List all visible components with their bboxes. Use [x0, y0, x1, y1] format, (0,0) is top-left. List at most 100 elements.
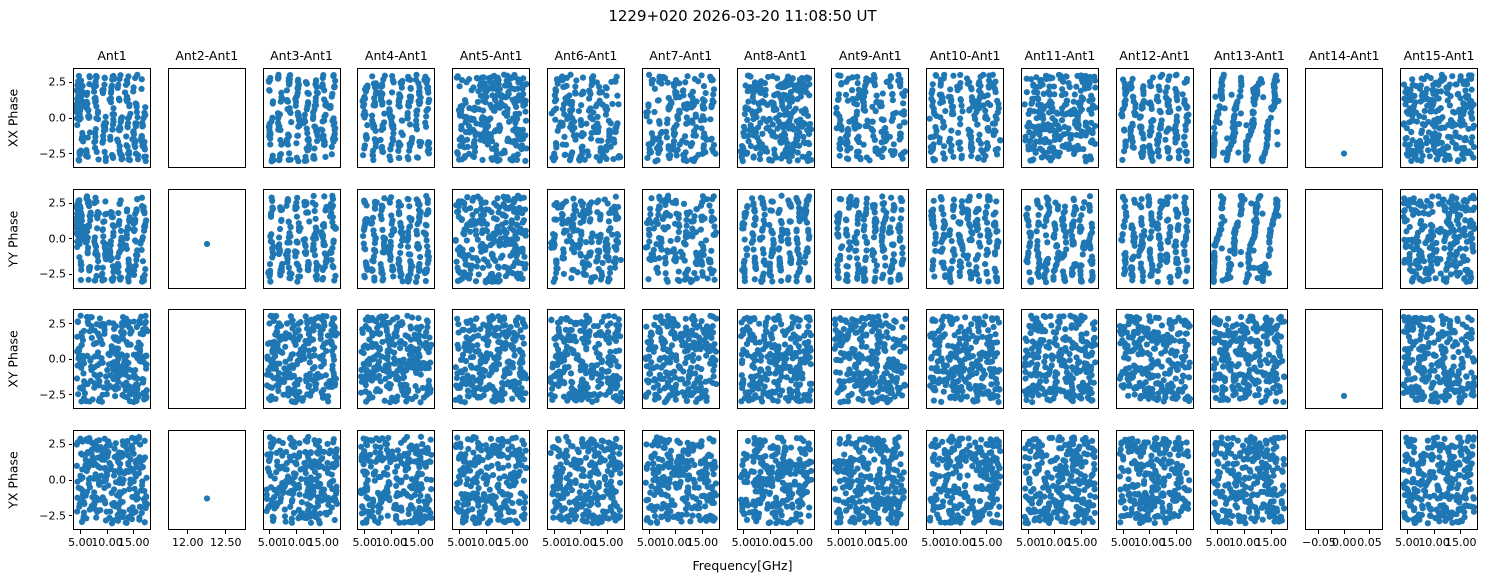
x-tick-label: 5.00: [68, 536, 93, 549]
col-title: Ant4-Ant1: [364, 48, 428, 63]
subplot-panel: [167, 68, 246, 168]
x-tick-label: 10.00: [470, 536, 502, 549]
scatter-canvas: [1306, 189, 1383, 288]
scatter-canvas: [358, 189, 435, 288]
scatter-canvas: [1306, 431, 1383, 529]
x-tick-label: 15.00: [497, 536, 529, 549]
y-tick-label: 2.5: [48, 317, 67, 331]
scatter-canvas: [74, 310, 150, 409]
x-tick-label: −0.05: [1302, 536, 1336, 549]
y-tick-mark: [68, 81, 72, 83]
x-tick-label: 10.00: [1133, 536, 1166, 549]
x-tick-label: 12.50: [210, 536, 242, 549]
row-label: YY Phase: [5, 210, 21, 267]
scatter-canvas: [1401, 431, 1477, 529]
y-tick-label: −2.5: [39, 267, 66, 281]
x-tick-mark: [701, 530, 703, 534]
subplot-panel: [1115, 68, 1194, 168]
col-title: Ant6-Ant1: [554, 48, 618, 63]
subplot-panel: [73, 309, 151, 410]
col-title: Ant13-Ant1: [1214, 48, 1285, 63]
scatter-canvas: [358, 69, 435, 167]
scatter-canvas: [1401, 310, 1477, 409]
x-tick-label: 10.00: [1418, 536, 1450, 549]
subplot-panel: [357, 309, 436, 410]
subplot-panel: [262, 309, 341, 410]
scatter-canvas: [1211, 69, 1288, 167]
x-tick-mark: [1054, 530, 1056, 534]
x-tick-label: 10.00: [565, 536, 597, 549]
subplot-panel: [262, 68, 341, 168]
scatter-canvas: [1021, 310, 1098, 409]
y-tick-label: 0.0: [48, 473, 67, 487]
x-tick-label: 0.00: [1331, 536, 1357, 549]
y-tick-label: 0.0: [48, 352, 67, 366]
subplot-panel: [167, 430, 246, 530]
subplot-panel: [1115, 309, 1194, 410]
col-title: Ant2-Ant1: [175, 48, 239, 63]
x-tick-label: 15.00: [1255, 536, 1287, 549]
x-tick-mark: [959, 530, 961, 534]
subplot-panel: [926, 68, 1005, 168]
subplot-panel: [736, 309, 815, 410]
subplot-panel: [641, 68, 720, 168]
x-tick-label: 12.00: [172, 536, 204, 549]
scatter-canvas: [927, 189, 1004, 288]
scatter-canvas: [358, 310, 435, 409]
subplot-panel: [1115, 430, 1194, 530]
subplot-panel: [641, 309, 720, 410]
scatter-canvas: [1401, 69, 1477, 167]
scatter-canvas: [737, 431, 814, 529]
scatter-canvas: [547, 310, 624, 409]
x-tick-mark: [1406, 530, 1408, 534]
subplot-panel: [1020, 68, 1099, 168]
x-tick-mark: [1027, 530, 1029, 534]
x-tick-mark: [648, 530, 650, 534]
scatter-canvas: [642, 69, 719, 167]
scatter-canvas: [74, 69, 150, 167]
scatter-canvas: [74, 431, 150, 529]
x-tick-label: 10.00: [91, 536, 123, 549]
x-tick-label: 10.00: [944, 536, 976, 549]
x-tick-mark: [390, 530, 392, 534]
subplot-panel: [357, 68, 436, 168]
subplot-panel: [546, 188, 625, 289]
scatter-canvas: [263, 431, 340, 529]
scatter-canvas: [1211, 431, 1288, 529]
col-title: Ant5-Ant1: [459, 48, 523, 63]
x-tick-mark: [459, 530, 461, 534]
scatter-canvas: [168, 189, 245, 288]
subplot-panel: [546, 68, 625, 168]
x-tick-mark: [553, 530, 555, 534]
x-tick-mark: [932, 530, 934, 534]
subplot-panel: [73, 430, 151, 530]
scatter-canvas: [74, 189, 150, 288]
scatter-canvas: [453, 189, 530, 288]
subplot-panel: [1210, 430, 1289, 530]
scatter-canvas: [1021, 189, 1098, 288]
figure-title: 1229+020 2026-03-20 11:08:50 UT: [608, 7, 877, 25]
y-tick-label: −2.5: [39, 388, 66, 402]
y-tick-mark: [68, 153, 72, 154]
subplot-panel: [452, 68, 531, 168]
x-tick-label: 15.00: [876, 536, 908, 549]
y-tick-label: 0.0: [48, 232, 67, 246]
scatter-canvas: [737, 69, 814, 167]
subplot-panel: [831, 430, 910, 530]
subplot-panel: [736, 188, 815, 289]
x-tick-mark: [1270, 530, 1272, 534]
y-tick-mark: [68, 479, 72, 481]
y-tick-mark: [68, 202, 72, 204]
subplot-panel: [73, 68, 151, 168]
subplot-panel: [73, 188, 151, 289]
x-tick-mark: [322, 530, 324, 534]
col-title: Ant8-Ant1: [744, 48, 807, 63]
x-tick-label: 5.00: [1395, 536, 1420, 549]
subplot-panel: [926, 309, 1005, 410]
scatter-canvas: [358, 431, 435, 529]
subplot-panel: [167, 188, 246, 289]
x-tick-mark: [1081, 530, 1083, 534]
subplot-panel: [452, 309, 531, 410]
x-tick-mark: [1243, 530, 1245, 534]
